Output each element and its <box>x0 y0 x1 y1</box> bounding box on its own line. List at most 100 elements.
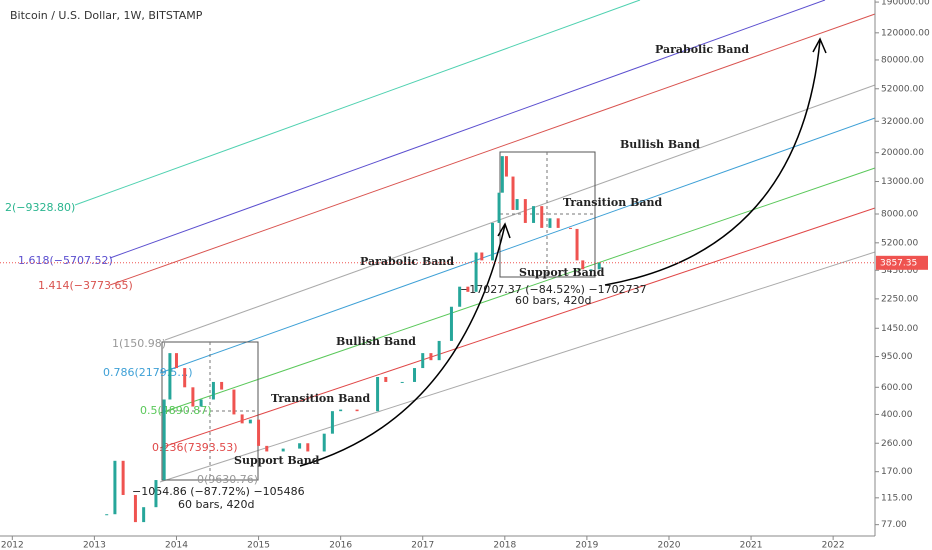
band-label: Support Band <box>234 454 320 467</box>
measure-label: −17027.37 (−84.52%) −1702737 <box>460 283 647 296</box>
candle <box>429 353 433 361</box>
candle <box>121 460 125 495</box>
candle <box>511 176 515 210</box>
chart-title: Bitcoin / U.S. Dollar, 1W, BITSTAMP <box>10 9 203 22</box>
y-tick-label: 190000.00 <box>881 0 930 8</box>
candle <box>199 399 203 407</box>
y-tick-label: 260.00 <box>881 439 913 449</box>
candle <box>413 368 417 382</box>
fib-line <box>74 0 641 206</box>
x-tick-label: 2015 <box>247 541 270 550</box>
fib-label: 0.236(7393.53) <box>152 441 238 454</box>
y-tick-label: 950.00 <box>881 352 913 362</box>
candle <box>248 419 252 424</box>
fib-label: 1(150.98) <box>112 337 166 350</box>
band-label: Bullish Band <box>620 138 700 151</box>
candle <box>581 260 585 270</box>
x-tick-label: 2022 <box>822 541 845 550</box>
y-tick-label: 120000.00 <box>881 28 930 38</box>
y-tick-label: 2250.00 <box>881 294 918 304</box>
candle <box>298 443 302 449</box>
fib-line <box>109 13 876 286</box>
boxes <box>161 37 827 481</box>
x-tick-label: 2018 <box>493 541 516 550</box>
arrow-head <box>812 37 827 54</box>
y-tick-label: 80000.00 <box>881 55 924 65</box>
fib-label: 0.5(4890.87) <box>140 404 212 417</box>
candle <box>322 433 326 452</box>
fib-label: 1.414(−3773.65) <box>38 279 133 292</box>
candle <box>265 445 269 452</box>
candle <box>168 353 172 400</box>
price-tag-label: 3857.35 <box>880 258 917 268</box>
candle <box>257 419 261 446</box>
y-tick-label: 400.00 <box>881 410 913 420</box>
band-label: Parabolic Band <box>655 43 749 56</box>
candle <box>597 262 601 270</box>
candle <box>142 507 146 523</box>
candle <box>339 409 343 412</box>
candle <box>515 199 519 210</box>
y-tick-label: 115.00 <box>881 493 913 503</box>
candle <box>556 218 560 228</box>
candle <box>421 353 425 369</box>
y-tick-label: 20000.00 <box>881 148 924 158</box>
x-tick-label: 2016 <box>329 541 352 550</box>
measure-label: −1054.86 (−87.72%) −105486 <box>132 485 305 498</box>
candle <box>466 286 470 292</box>
measure-label: 60 bars, 420d <box>178 498 254 511</box>
candle <box>183 368 187 388</box>
band-label: Support Band <box>519 266 605 279</box>
arrow <box>604 39 821 286</box>
band-lines <box>74 0 876 483</box>
fib-line <box>159 207 876 449</box>
band-label: Transition Band <box>271 392 371 405</box>
measure-label: 60 bars, 420d <box>515 294 591 307</box>
fib-line <box>159 251 876 483</box>
candle <box>523 199 527 223</box>
candle <box>589 269 593 271</box>
band-label: Transition Band <box>563 196 663 209</box>
band-label: Bullish Band <box>336 335 416 348</box>
x-tick-label: 2017 <box>411 541 434 550</box>
candle <box>174 353 178 369</box>
candle <box>376 376 380 412</box>
candle <box>240 414 244 424</box>
candle <box>504 156 508 177</box>
fib-line <box>159 117 876 374</box>
candle <box>490 222 494 261</box>
fib-line <box>164 84 876 341</box>
candle <box>154 480 158 508</box>
y-tick-label: 170.00 <box>881 467 913 477</box>
candle <box>474 252 478 292</box>
candle <box>355 409 359 412</box>
x-tick-label: 2012 <box>1 541 24 550</box>
candle <box>330 411 334 434</box>
candle <box>548 218 552 228</box>
fib-label: 1.618(−5707.52) <box>18 254 113 267</box>
candle <box>211 381 215 400</box>
candle <box>575 228 579 261</box>
candle <box>191 387 195 407</box>
y-tick-label: 600.00 <box>881 383 913 393</box>
x-tick-label: 2014 <box>165 541 188 550</box>
candle <box>162 399 166 481</box>
arrow <box>299 224 506 467</box>
fib-line <box>159 167 876 414</box>
candle <box>540 206 544 228</box>
y-tick-label: 8000.00 <box>881 210 918 220</box>
candle <box>400 381 404 383</box>
x-tick-label: 2021 <box>740 541 763 550</box>
candle <box>497 192 501 223</box>
band-label: Parabolic Band <box>360 255 454 268</box>
y-tick-label: 1450.00 <box>881 324 918 334</box>
candle <box>220 381 224 390</box>
arrow-head <box>497 222 511 239</box>
candle <box>113 460 117 515</box>
candle <box>384 376 388 382</box>
candle <box>449 306 453 341</box>
y-tick-label: 3450.00 <box>881 266 918 276</box>
candle <box>281 448 285 452</box>
y-tick-label: 52000.00 <box>881 84 924 94</box>
candle <box>437 340 441 361</box>
